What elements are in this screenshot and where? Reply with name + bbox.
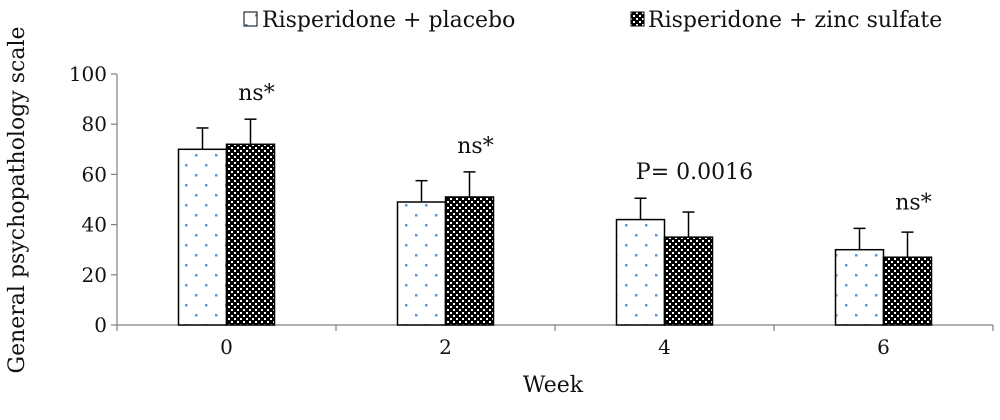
x-tick-label: 2 bbox=[439, 335, 452, 359]
bar-placebo-week-2 bbox=[396, 201, 447, 326]
y-tick-label: 20 bbox=[82, 263, 107, 287]
x-tick-label: 4 bbox=[658, 335, 671, 359]
bar-placebo-week-0 bbox=[177, 148, 228, 326]
bar-placebo-week-6 bbox=[834, 248, 885, 326]
legend-label-placebo: Risperidone + placebo bbox=[262, 8, 515, 33]
legend-swatch-placebo bbox=[243, 11, 258, 27]
bar-zinc-week-6 bbox=[882, 256, 933, 326]
y-tick-label: 100 bbox=[69, 62, 107, 86]
significance-annotation: ns* bbox=[457, 134, 493, 159]
bar-zinc-week-2 bbox=[444, 196, 495, 326]
x-axis-title: Week bbox=[523, 373, 584, 398]
x-tick-label: 6 bbox=[877, 335, 890, 359]
y-tick-label: 0 bbox=[94, 313, 107, 337]
y-tick-label: 80 bbox=[82, 112, 107, 136]
x-tick-label: 0 bbox=[220, 335, 233, 359]
bar-zinc-week-0 bbox=[225, 143, 276, 326]
y-axis-title: General psychopathology scale bbox=[5, 26, 30, 373]
significance-annotation: ns* bbox=[238, 81, 274, 106]
bar-zinc-week-4 bbox=[663, 236, 714, 326]
significance-annotation: P= 0.0016 bbox=[636, 160, 753, 185]
legend-swatch-zinc bbox=[630, 11, 645, 27]
y-tick-label: 40 bbox=[82, 213, 107, 237]
y-tick-label: 60 bbox=[82, 162, 107, 186]
legend-label-zinc: Risperidone + zinc sulfate bbox=[648, 8, 942, 33]
bar-placebo-week-4 bbox=[615, 218, 666, 326]
significance-annotation: ns* bbox=[895, 190, 931, 215]
